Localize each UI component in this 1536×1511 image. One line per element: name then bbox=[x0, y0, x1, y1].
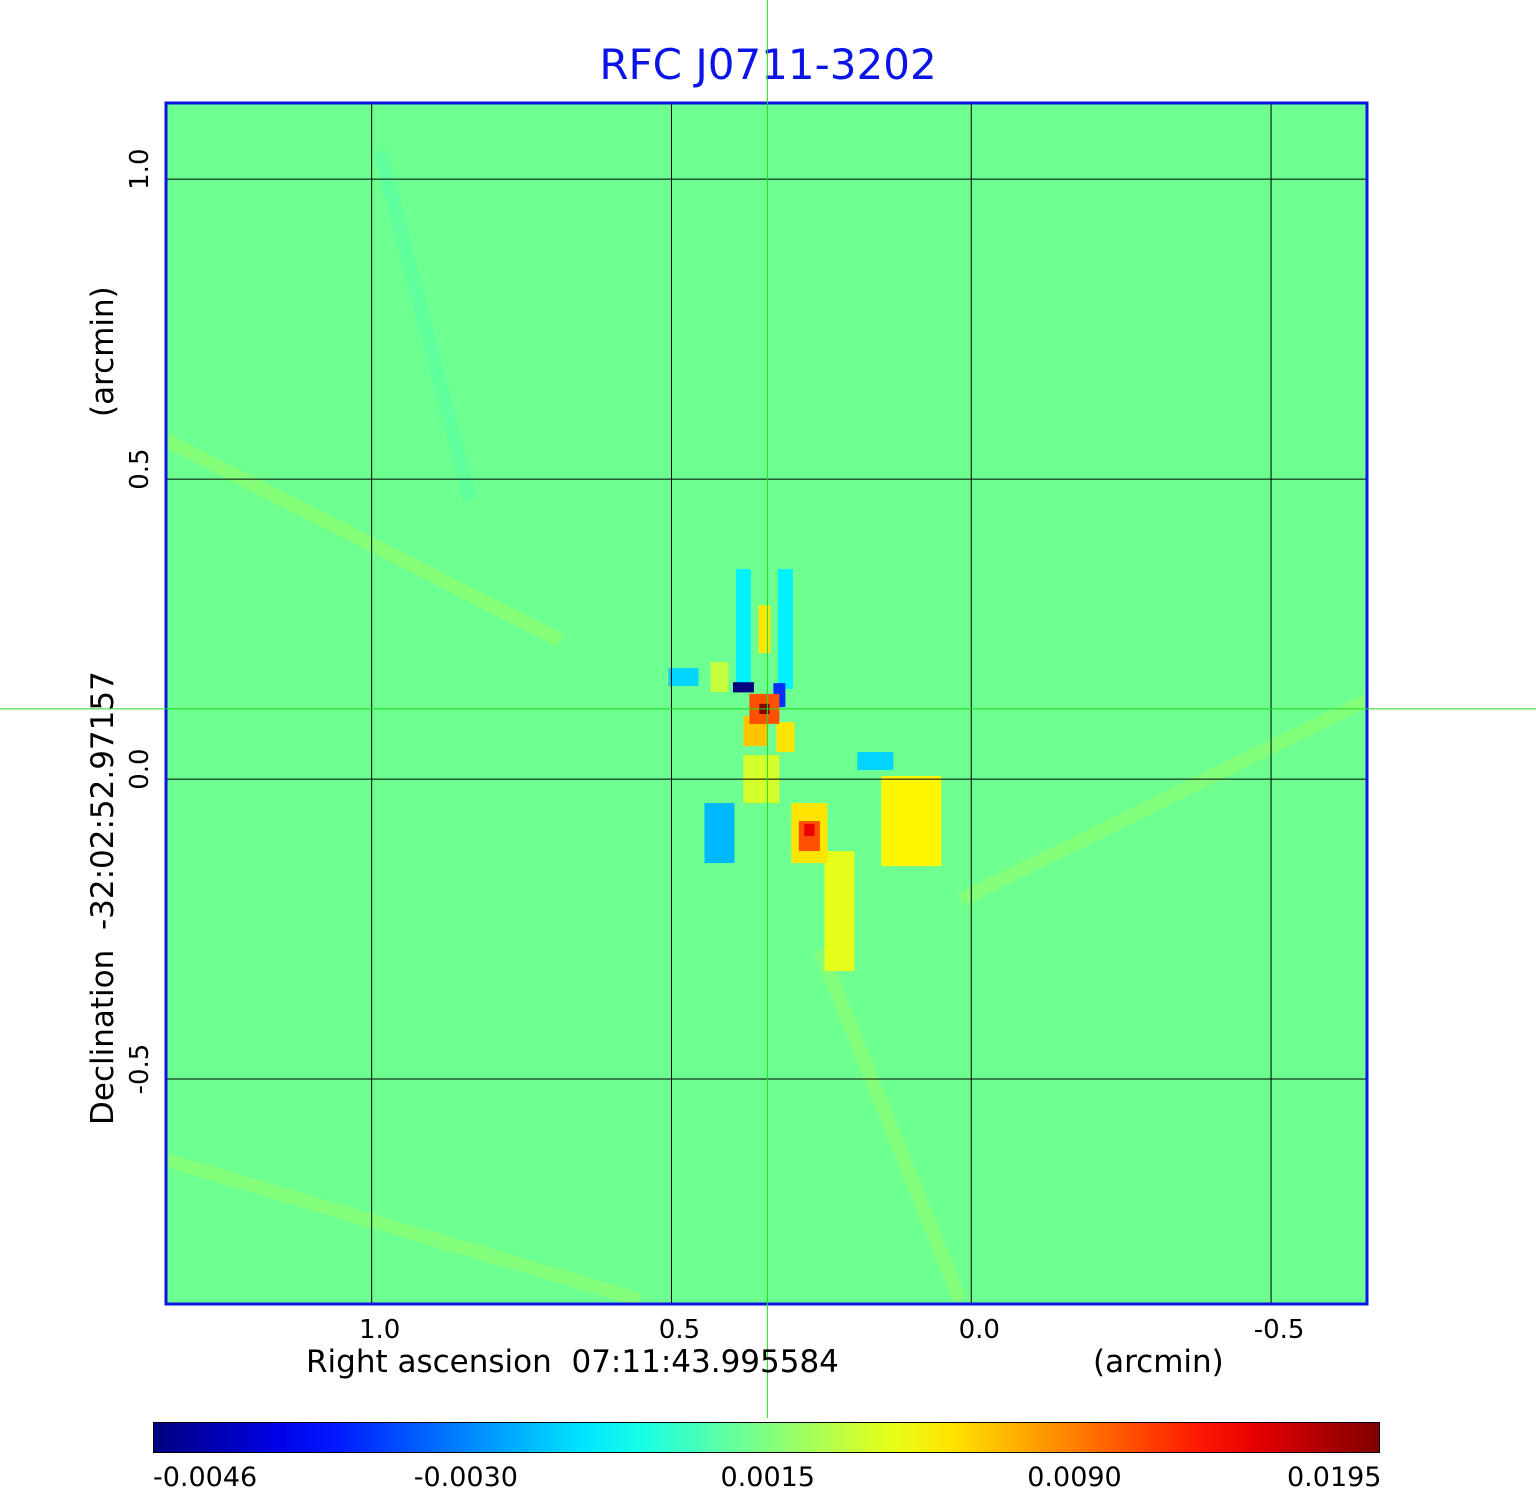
chart-title: RFC J0711-3202 bbox=[599, 40, 937, 89]
heatmap-cell bbox=[777, 569, 793, 690]
y-tick-label: 1.0 bbox=[125, 149, 155, 190]
axis-ticks: 1.0 0.5 0.0 -0.5 1.0 0.5 0.0 -0.5 bbox=[125, 149, 1304, 1345]
heatmap-cell bbox=[735, 569, 751, 690]
x-tick-label: 0.0 bbox=[959, 1315, 1000, 1345]
y-tick-label: 0.5 bbox=[125, 448, 155, 489]
y-axis-label: Declination -32:02:52.97157 bbox=[85, 671, 121, 1125]
colorbar-tick-label: 0.0090 bbox=[1027, 1462, 1122, 1493]
heatmap-image bbox=[166, 103, 1367, 1304]
heatmap-cell bbox=[710, 662, 729, 693]
heatmap-cell bbox=[881, 776, 942, 867]
heatmap-cell bbox=[798, 821, 820, 852]
y-axis-unit: (arcmin) bbox=[85, 286, 121, 417]
plot-frame bbox=[164, 101, 1369, 1306]
heatmap-cell bbox=[804, 824, 815, 837]
streak bbox=[813, 947, 967, 1303]
x-axis-unit: (arcmin) bbox=[1093, 1344, 1224, 1380]
heatmap-cell bbox=[824, 851, 855, 972]
heatmap-cell bbox=[704, 803, 735, 864]
x-axis-label: Right ascension 07:11:43.995584 bbox=[306, 1344, 839, 1380]
heatmap-cell bbox=[857, 752, 894, 771]
heatmap-cell bbox=[776, 722, 795, 753]
x-tick-label: 0.5 bbox=[659, 1315, 700, 1345]
x-tick-label: 1.0 bbox=[359, 1315, 400, 1345]
colorbar bbox=[153, 1422, 1380, 1453]
streak bbox=[373, 148, 477, 502]
grid-lines bbox=[166, 103, 1367, 1304]
colorbar-tick-label: -0.0046 bbox=[153, 1462, 258, 1493]
y-tick-label: 0.0 bbox=[125, 748, 155, 789]
heatmap-cell bbox=[758, 605, 771, 654]
y-tick-label: -0.5 bbox=[125, 1044, 155, 1095]
heatmap-cell bbox=[732, 682, 754, 693]
streak bbox=[166, 433, 564, 647]
colorbar-tick-label: 0.0195 bbox=[1287, 1462, 1382, 1493]
crosshair bbox=[0, 0, 1536, 1418]
colorbar-tick-label: -0.0030 bbox=[413, 1462, 518, 1493]
streak bbox=[956, 693, 1367, 907]
x-tick-label: -0.5 bbox=[1254, 1315, 1305, 1345]
streak bbox=[166, 1153, 642, 1304]
colorbar-tick-label: 0.0015 bbox=[720, 1462, 815, 1493]
heatmap-cell bbox=[668, 668, 699, 687]
